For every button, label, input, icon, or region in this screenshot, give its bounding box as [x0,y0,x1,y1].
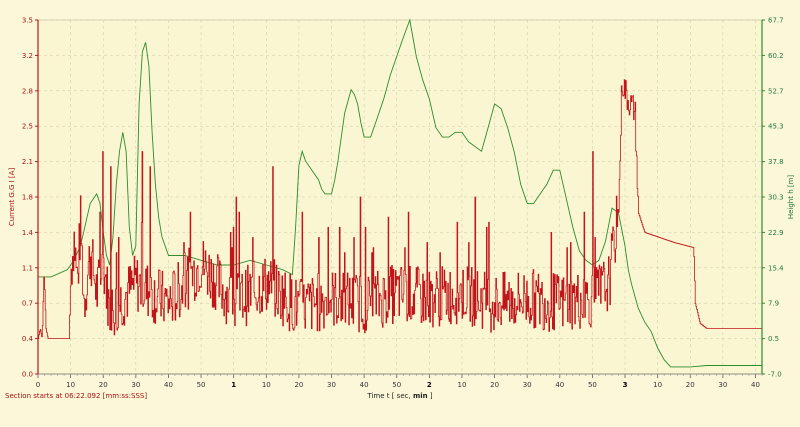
y-right-tick-label: 37.8 [768,158,784,166]
x-tick-label: 40 [751,381,760,389]
y-left-tick-label: 0.7 [22,300,33,308]
y-right-tick-label: 67.7 [768,17,784,25]
y-left-tick-label: 1.8 [22,194,33,202]
x-axis-label-unit: min [413,392,428,400]
x-tick-label: 20 [294,381,303,389]
x-tick-label: 50 [392,381,401,389]
x-tick-label: 30 [718,381,727,389]
x-tick-label: 30 [131,381,140,389]
y-left-tick-label: 1.4 [22,229,34,237]
y-right-tick-label: -7.0 [768,371,782,379]
y-left-tick-label: 2.8 [22,87,33,95]
series-layer [38,18,762,368]
y-left-tick-label: 3.5 [22,17,33,25]
y-left-tick-label: 0.4 [22,335,34,343]
grid-lines [37,19,762,375]
x-tick-label: 30 [523,381,532,389]
y-axis-label-right: Height h [m] [787,175,795,220]
x-tick-label: 3 [623,381,628,389]
x-tick-label: 20 [686,381,695,389]
x-tick-label: 10 [458,381,467,389]
y-axis-label-left: Current G.G I [A] [8,168,16,227]
y-left-tick-label: 2.1 [22,158,33,166]
x-tick-label: 1 [231,381,236,389]
x-tick-label: 40 [360,381,369,389]
y-right-tick-label: 60.2 [768,52,784,60]
section-start-footer: Section starts at 06:22.092 [mm:ss:SSS] [5,392,147,400]
x-tick-label: 20 [99,381,108,389]
axis-ticks: 0.0 -7.0 0.4 0.5 0.7 7.9 1.1 15.4 1.4 22.9 1.8 30.3… [22,17,784,390]
y-left-tick-label: 2.5 [22,123,33,131]
y-right-tick-label: 30.3 [768,194,784,202]
x-tick-label: 2 [427,381,432,389]
series-current-line [38,79,762,339]
x-tick-label: 10 [262,381,271,389]
y-right-tick-label: 45.3 [768,123,784,131]
series-height-line [38,18,762,368]
x-tick-label: 50 [588,381,597,389]
x-tick-label: 10 [653,381,662,389]
y-right-tick-label: 15.4 [768,264,784,272]
y-right-tick-label: 52.7 [768,87,784,95]
y-left-tick-label: 0.0 [22,371,33,379]
y-right-tick-label: 0.5 [768,335,779,343]
x-tick-label: 10 [66,381,75,389]
x-tick-label: 40 [555,381,564,389]
y-left-tick-label: 3.2 [22,52,33,60]
x-tick-label: 50 [197,381,206,389]
y-left-tick-label: 1.1 [22,264,33,272]
x-tick-label: 20 [490,381,499,389]
x-axis-label-close: ] [428,392,433,400]
x-tick-label: 40 [164,381,173,389]
x-tick-label: 0 [36,381,40,389]
y-right-tick-label: 7.9 [768,300,779,308]
x-tick-label: 30 [327,381,336,389]
y-right-tick-label: 22.9 [768,229,784,237]
x-axis-label-text: Time t [ sec, [366,392,413,400]
x-axis-label: Time t [ sec, min ] [366,392,432,400]
